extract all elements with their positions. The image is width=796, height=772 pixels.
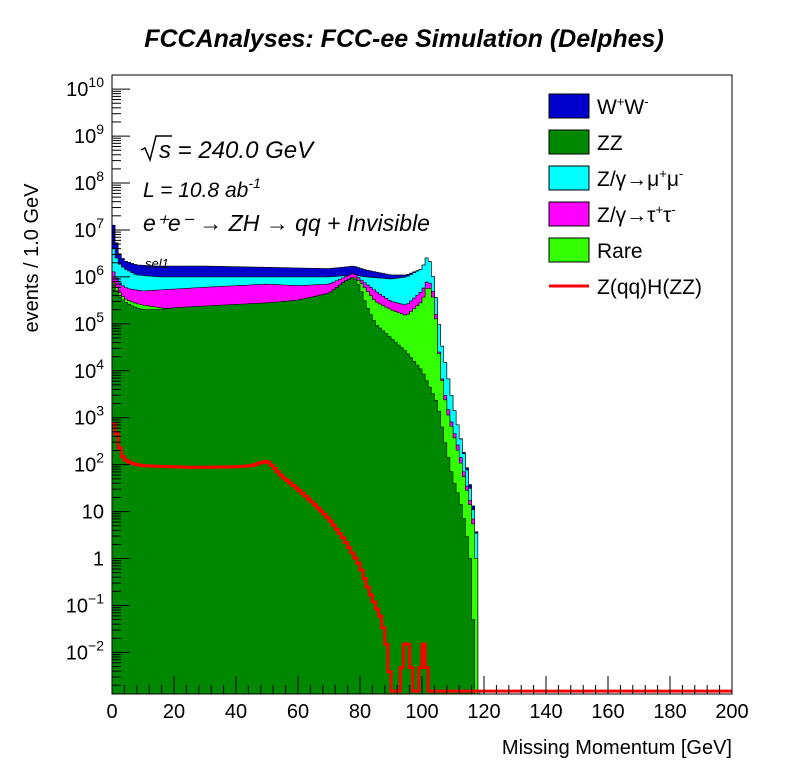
plot-area — [111, 224, 732, 695]
y-tick-label: 109 — [74, 121, 104, 148]
x-tick-label: 0 — [106, 701, 117, 723]
y-tick-label: 104 — [74, 356, 104, 383]
x-tick-label: 140 — [529, 701, 562, 723]
x-axis-label: Missing Momentum [GeV] — [502, 737, 732, 759]
x-tick-label: 40 — [225, 701, 247, 723]
annotation-process: e⁺e⁻ → ZH → qq + Invisible — [143, 210, 430, 236]
legend-label: Z(qq)H(ZZ) — [597, 276, 702, 299]
chart-title: FCCAnalyses: FCC-ee Simulation (Delphes) — [144, 25, 664, 53]
legend-item: ZZ — [548, 129, 623, 155]
legend-item: W+W- — [548, 93, 649, 119]
legend-swatch — [548, 201, 590, 227]
legend-label: Rare — [597, 240, 643, 263]
legend-item: Z/γ→τ+τ- — [548, 201, 676, 227]
y-tick-label: 10−1 — [66, 590, 104, 617]
sqrt-s-text: s = 240.0 GeV — [159, 137, 315, 164]
x-tick-label: 200 — [715, 701, 748, 723]
y-tick-label: 10 — [82, 502, 104, 524]
legend-item: Rare — [548, 237, 643, 263]
y-axis-label: events / 1.0 GeV — [21, 183, 43, 333]
x-tick-label: 160 — [591, 701, 624, 723]
sqrt-symbol — [140, 135, 172, 163]
legend-label: Z/γ→μ+μ- — [597, 166, 683, 191]
y-tick-label: 107 — [74, 215, 104, 242]
legend-swatch — [548, 129, 590, 155]
x-tick-label: 80 — [349, 701, 371, 723]
series-signal-zqq-hzz — [112, 422, 732, 693]
x-tick-label: 20 — [163, 701, 185, 723]
legend: W+W- ZZ Z/γ→μ+μ- Z/γ→τ+τ- Rare Z(qq)H(ZZ) — [548, 93, 702, 299]
x-tick-label: 120 — [467, 701, 500, 723]
legend-label: W+W- — [597, 94, 649, 119]
x-tick-label: 180 — [653, 701, 686, 723]
annotation-lumi: L = 10.8 ab-1 — [143, 175, 261, 202]
legend-swatch — [548, 93, 590, 119]
legend-swatch — [548, 237, 590, 263]
x-tick-label: 100 — [405, 701, 438, 723]
y-tick-label: 102 — [74, 450, 104, 477]
y-tick-label: 10−2 — [66, 637, 104, 664]
legend-item: Z/γ→μ+μ- — [548, 165, 683, 191]
legend-label: Z/γ→τ+τ- — [597, 202, 676, 227]
legend-label: ZZ — [597, 132, 623, 155]
y-tick-label: 106 — [74, 262, 104, 289]
x-tick-label: 60 — [287, 701, 309, 723]
annotation-selection: sel1 — [145, 256, 169, 271]
y-tick-label: 103 — [74, 403, 104, 430]
y-tick-label: 1 — [93, 549, 104, 571]
legend-swatch — [548, 165, 590, 191]
x-axis: 0 20 40 60 80 100 120 140 160 180 200 — [106, 676, 749, 723]
y-tick-label: 105 — [74, 309, 104, 336]
y-tick-label: 108 — [74, 168, 104, 195]
annotation-sqrt-s: s = 240.0 GeV — [140, 135, 315, 164]
y-tick-label: 1010 — [66, 74, 104, 101]
legend-item: Z(qq)H(ZZ) — [549, 276, 702, 299]
